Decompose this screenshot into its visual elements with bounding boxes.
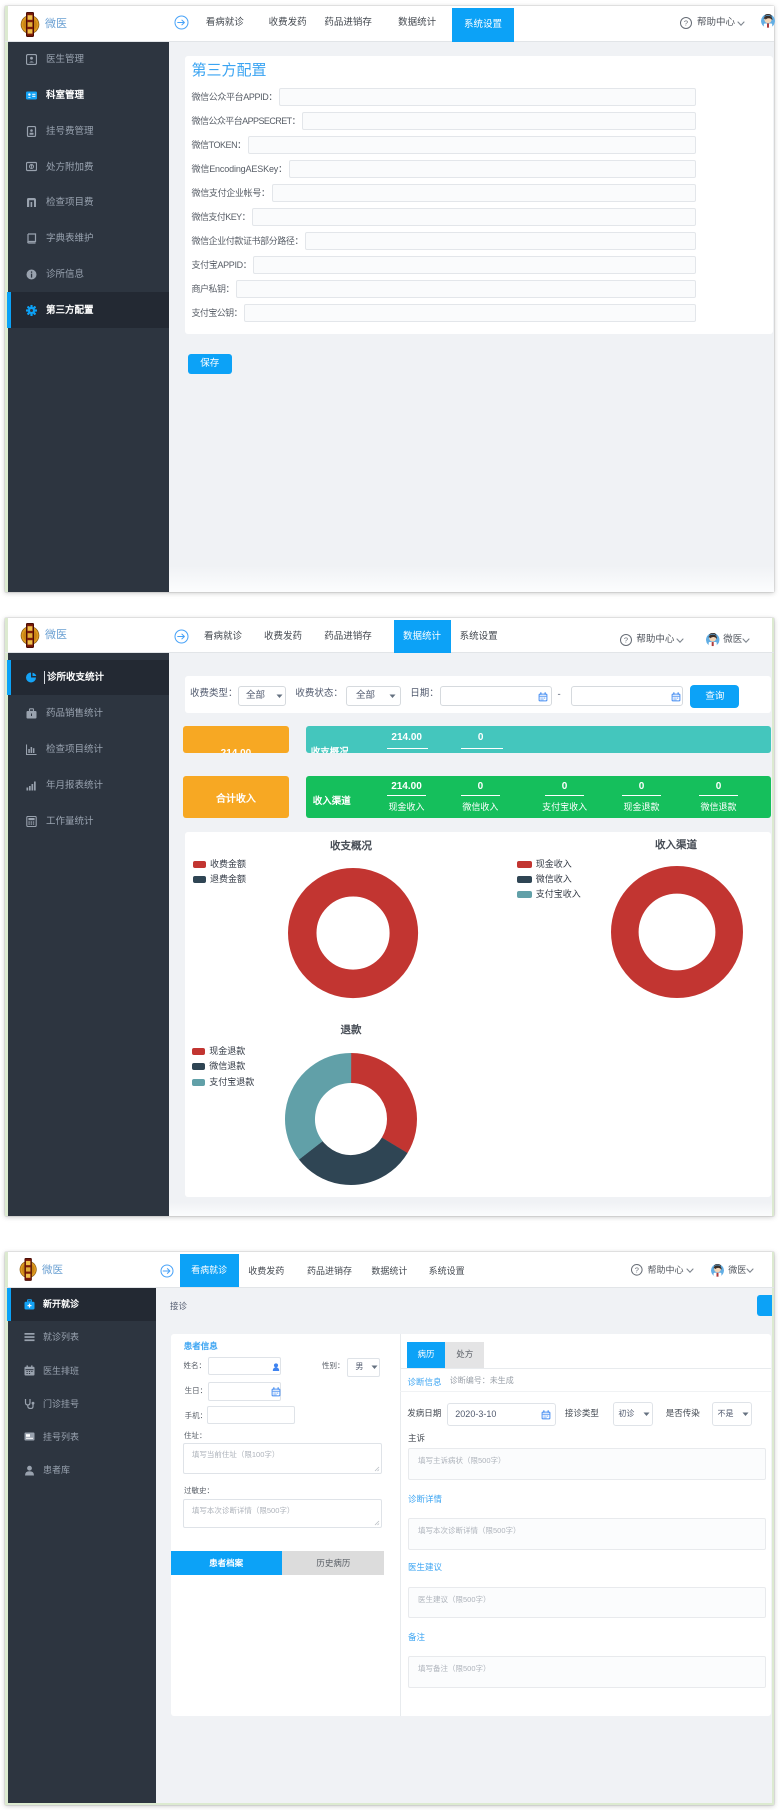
svg-text:?: ?: [684, 18, 688, 27]
svg-text:?: ?: [623, 636, 627, 645]
svg-text:?: ?: [635, 1266, 639, 1275]
